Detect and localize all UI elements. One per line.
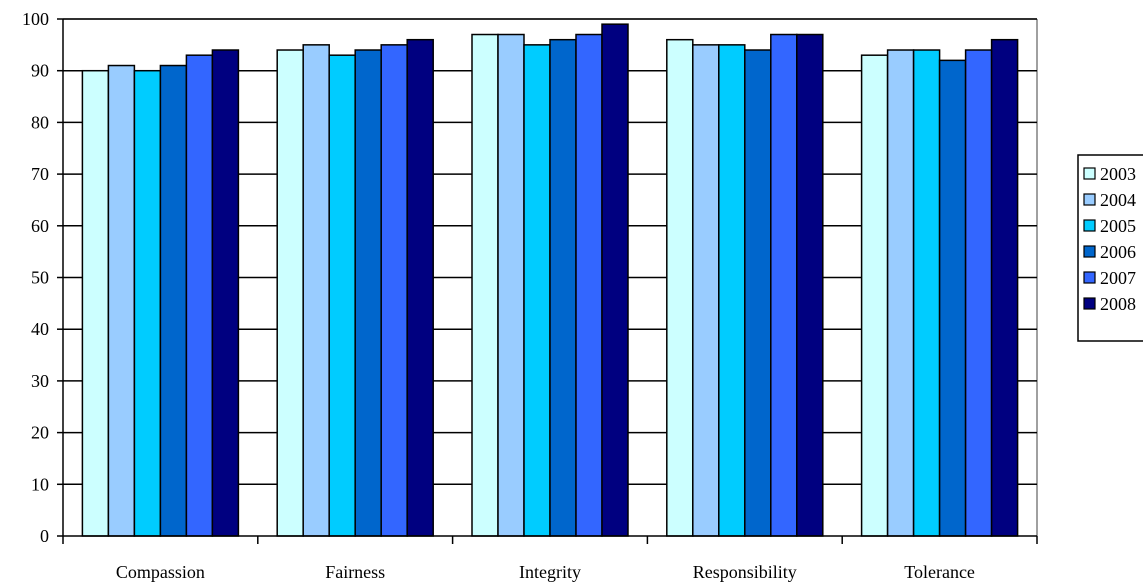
bar: [601, 23, 629, 537]
bar: [380, 44, 408, 537]
y-tick-label: 90: [31, 61, 49, 81]
y-tick-label: 30: [31, 371, 49, 391]
bar: [886, 49, 915, 537]
bar: [575, 33, 603, 537]
bar: [692, 44, 720, 537]
bar: [666, 38, 694, 537]
bar: [796, 33, 824, 537]
legend-swatch: [1083, 271, 1096, 284]
x-category-label: Responsibility: [693, 562, 797, 582]
bar: [718, 44, 746, 537]
bar: [744, 49, 772, 537]
y-tick-label: 20: [31, 423, 49, 443]
bar: [860, 54, 889, 537]
bar: [938, 59, 967, 537]
bar: [211, 49, 240, 537]
bar: [185, 54, 214, 537]
y-tick-label: 50: [31, 268, 49, 288]
y-tick-label: 100: [22, 9, 49, 29]
bar: [770, 33, 798, 537]
legend-label: 2007: [1100, 268, 1136, 288]
bar: [328, 54, 356, 537]
legend-swatch: [1083, 167, 1096, 180]
bar: [549, 38, 577, 537]
legend-label: 2006: [1100, 242, 1136, 262]
bar: [302, 44, 330, 537]
bar: [912, 49, 941, 537]
bar: [107, 64, 136, 537]
legend-label: 2004: [1100, 190, 1136, 210]
bar: [964, 49, 993, 537]
bar: [133, 69, 162, 537]
legend-swatch: [1083, 245, 1096, 258]
bar: [990, 38, 1019, 537]
bar: [81, 69, 110, 537]
y-tick-label: 0: [40, 526, 49, 546]
x-category-label: Fairness: [325, 562, 385, 582]
legend-swatch: [1083, 193, 1096, 206]
y-tick-label: 40: [31, 319, 49, 339]
bar: [354, 49, 382, 537]
y-tick-label: 80: [31, 112, 49, 132]
x-category-label: Tolerance: [904, 562, 975, 582]
axes: 0 10 20 30 40 50 60 70 80 90 100 Compassion Fairness…: [22, 9, 1038, 582]
y-tick-label: 70: [31, 164, 49, 184]
legend-label: 2008: [1100, 294, 1136, 314]
x-category-label: Integrity: [519, 562, 581, 582]
legend-swatch: [1083, 297, 1096, 310]
bar: [276, 49, 304, 537]
legend-label: 2005: [1100, 216, 1136, 236]
legend-swatch: [1083, 219, 1096, 232]
x-category-label: Compassion: [116, 562, 205, 582]
y-tick-label: 60: [31, 216, 49, 236]
bar: [497, 33, 525, 537]
bar: [406, 38, 434, 537]
y-tick-label: 10: [31, 474, 49, 494]
bar: [523, 44, 551, 537]
bars: [81, 23, 1019, 537]
legend: 2003 2004 2005 2006 2007 2008: [1077, 154, 1143, 342]
bar: [159, 64, 188, 537]
bar: [471, 33, 499, 537]
legend-label: 2003: [1100, 164, 1136, 184]
